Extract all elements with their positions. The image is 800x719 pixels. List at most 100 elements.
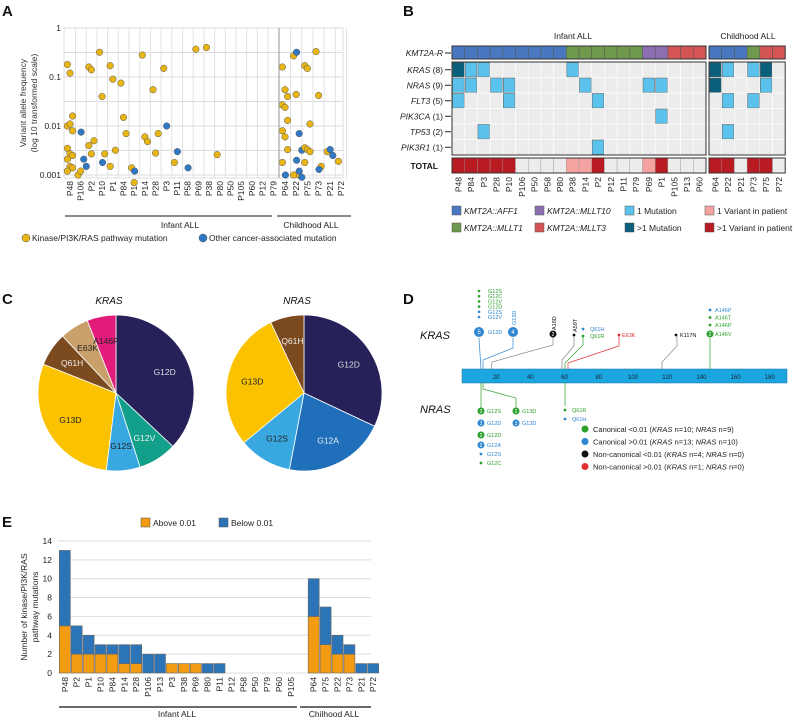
grid-cell: [759, 108, 773, 125]
total-cell: [680, 157, 694, 174]
mutation-marker: [474, 327, 484, 337]
grid-cell: [654, 92, 669, 109]
x-tick-label: P72: [336, 181, 346, 196]
bar-below: [213, 663, 226, 674]
count-label: 2: [480, 443, 483, 449]
bar-above: [130, 663, 142, 674]
grid-cell: [616, 61, 631, 78]
grid-frame: [451, 61, 707, 156]
mutation-label: Q61R: [590, 334, 604, 340]
legend-swatch: [624, 222, 635, 233]
grid-cell: [772, 77, 786, 94]
y-tick-label: 8: [47, 593, 52, 603]
fusion-cell: [616, 45, 631, 60]
mutation-marker: [563, 408, 567, 412]
legend-label: Other cancer-associated mutation: [209, 233, 337, 243]
grid-cell: [527, 77, 542, 94]
fusion-cell: [734, 45, 748, 60]
grid-cell: [708, 139, 722, 156]
grid-cell: [553, 92, 567, 109]
axis-tick-label: 120: [662, 375, 673, 381]
grid-cell: [527, 139, 542, 156]
total-cell: [734, 157, 748, 174]
x-tick-label: P12: [258, 181, 268, 196]
kinase-point: [63, 60, 71, 69]
legend-marker: [581, 438, 589, 445]
kinase-point: [281, 133, 289, 141]
pie-slice: [303, 314, 383, 427]
mutation-cell: [747, 93, 760, 109]
x-tick-label: P13: [129, 181, 139, 196]
legend-marker: [581, 425, 589, 433]
mutation-label: G12S: [488, 310, 502, 316]
x-tick-label: P64: [280, 181, 290, 196]
mutation-label: G12S: [487, 452, 501, 458]
kinase-point: [66, 69, 74, 77]
bar-above: [82, 653, 95, 674]
grid-cell: [565, 123, 580, 140]
other-point: [293, 48, 301, 56]
bar-above: [189, 663, 202, 674]
mutation-cell: [591, 139, 605, 155]
grid-cell: [540, 108, 554, 125]
grid-cell: [553, 139, 567, 156]
grid-cell: [553, 108, 567, 125]
grid-cell: [734, 108, 748, 125]
kinase-point: [306, 148, 314, 156]
column-label: P21: [736, 177, 746, 192]
lollipop-stem: [478, 337, 482, 370]
grid-cell: [591, 61, 605, 78]
total-cell: [629, 157, 643, 174]
lollipop-stem: [661, 336, 678, 369]
legend-label: Below 0.01: [231, 518, 273, 528]
mutation-label: E63K: [622, 333, 636, 339]
panel-e-bars: 0 2 4 6 8 10 12 14 Number of kinase/PI3K/RAS path…: [19, 517, 380, 719]
mutation-label: G12C: [487, 461, 501, 467]
x-tick-label: P38: [179, 677, 189, 692]
fusion-cell: [629, 45, 643, 60]
pie-slice: [86, 314, 117, 394]
y-axis-label: Variant allele frequency: [18, 58, 28, 147]
other-point: [82, 162, 90, 170]
lollipop-stem: [564, 337, 584, 369]
grid-frame: [708, 61, 786, 156]
grid-cell: [578, 92, 592, 109]
legend-swatch-above: [140, 517, 151, 528]
legend-swatch: [534, 222, 545, 233]
mutation-marker: [581, 327, 585, 331]
grid-cell: [680, 77, 694, 94]
column-label: P58: [542, 177, 552, 192]
fusion-cell: [667, 45, 681, 60]
bar-below: [94, 644, 107, 655]
bar-below: [82, 634, 95, 655]
mutation-marker: [708, 308, 712, 312]
bar-below: [118, 644, 131, 664]
kinase-point: [213, 151, 221, 159]
mutation-cell: [759, 77, 773, 93]
group-label: Chilhood ALL: [309, 709, 360, 719]
mutation-marker: [549, 330, 557, 338]
row-label: KMT2A-R: [406, 48, 443, 58]
y-axis-label: pathway mutations: [30, 572, 40, 643]
mutation-label: G13D: [512, 311, 518, 325]
mutation-label: A146P: [715, 323, 732, 329]
other-point: [298, 173, 306, 181]
grid-cell: [616, 139, 631, 156]
slice-label: G13D: [59, 415, 81, 425]
x-tick-label: P14: [119, 677, 129, 692]
panel-label-b: B: [403, 3, 414, 20]
other-point: [98, 158, 107, 167]
column-label: P64: [710, 177, 720, 192]
bar-below: [70, 625, 83, 655]
mutation-marker: [477, 431, 485, 439]
column-label: P106: [517, 177, 527, 197]
grid-cell: [772, 108, 786, 125]
protein-bar: [461, 368, 788, 384]
count-label: 3: [480, 409, 483, 415]
kinase-point: [154, 130, 162, 138]
grid-cell: [667, 139, 681, 156]
bar-below: [343, 644, 356, 655]
mutation-cell: [655, 108, 668, 124]
x-tick-label: P48: [65, 181, 75, 196]
